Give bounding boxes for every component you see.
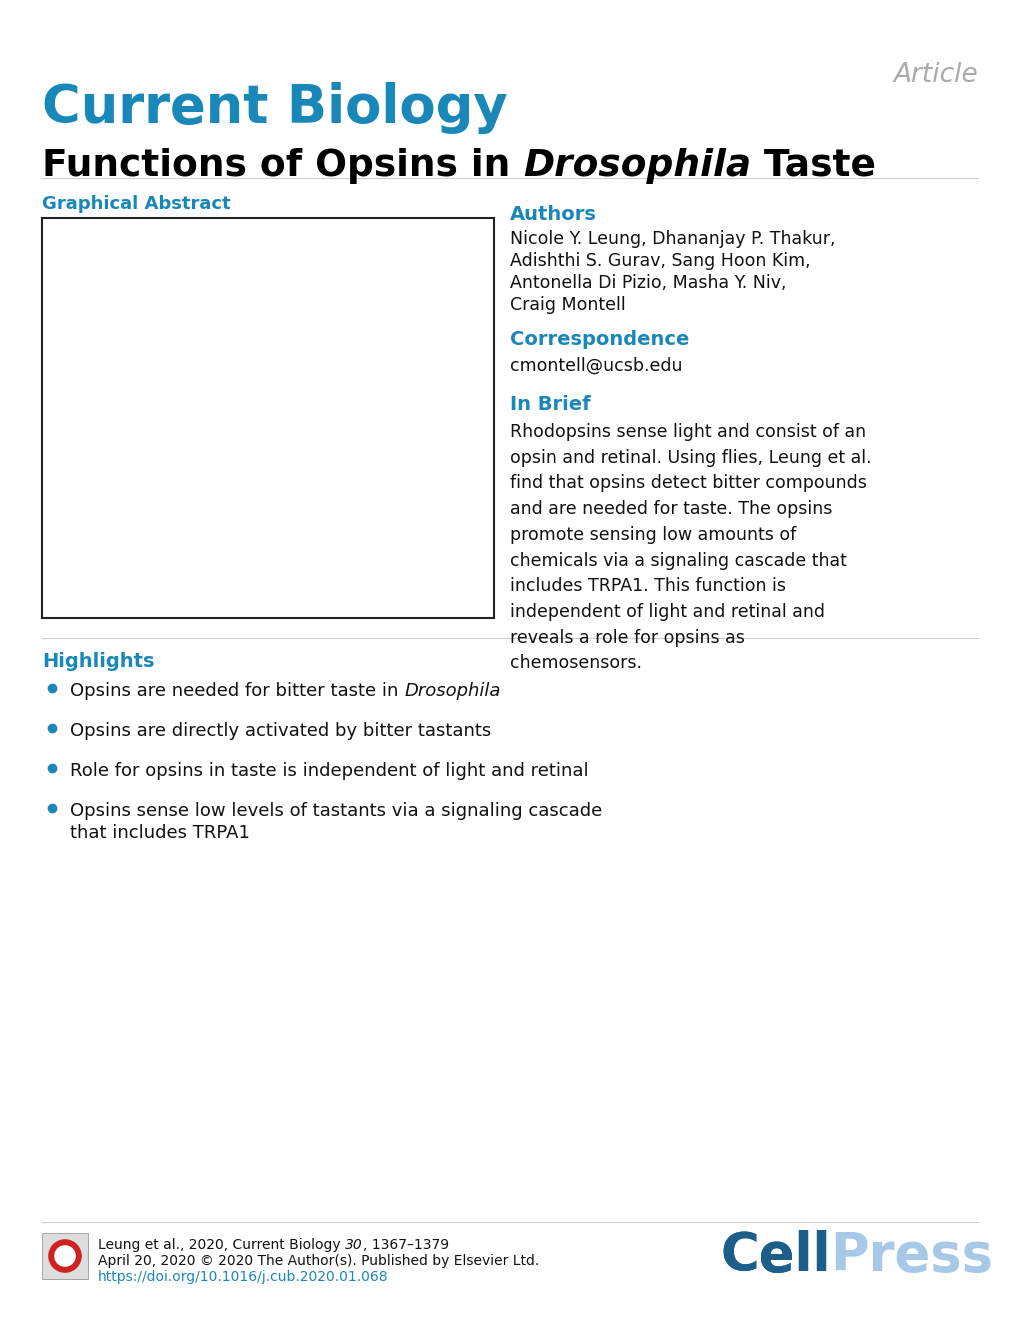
Text: In Brief: In Brief <box>510 395 590 414</box>
Circle shape <box>55 1246 75 1266</box>
Text: Functions of Opsins in: Functions of Opsins in <box>42 148 523 184</box>
Text: https://doi.org/10.1016/j.cub.2020.01.068: https://doi.org/10.1016/j.cub.2020.01.06… <box>98 1270 388 1284</box>
Text: Adishthi S. Gurav, Sang Hoon Kim,: Adishthi S. Gurav, Sang Hoon Kim, <box>510 252 810 270</box>
Text: Authors: Authors <box>510 205 596 224</box>
Text: 30: 30 <box>344 1238 363 1253</box>
Text: Cell: Cell <box>719 1230 829 1282</box>
Text: Correspondence: Correspondence <box>510 330 689 350</box>
Text: Drosophila: Drosophila <box>523 148 751 184</box>
Text: Drosophila: Drosophila <box>404 682 500 700</box>
Text: Leung et al., 2020, Current Biology: Leung et al., 2020, Current Biology <box>98 1238 344 1253</box>
Bar <box>42 218 493 618</box>
Text: , 1367–1379: , 1367–1379 <box>363 1238 448 1253</box>
Circle shape <box>49 1239 82 1272</box>
Text: Press: Press <box>829 1230 993 1282</box>
Text: April 20, 2020 © 2020 The Author(s). Published by Elsevier Ltd.: April 20, 2020 © 2020 The Author(s). Pub… <box>98 1254 539 1268</box>
Text: Opsins are directly activated by bitter tastants: Opsins are directly activated by bitter … <box>70 722 491 740</box>
Text: Highlights: Highlights <box>42 651 154 671</box>
Text: Opsins are needed for bitter taste in: Opsins are needed for bitter taste in <box>70 682 404 700</box>
Text: Article: Article <box>893 62 977 87</box>
Text: Graphical Abstract: Graphical Abstract <box>42 195 230 213</box>
Text: that includes TRPA1: that includes TRPA1 <box>70 824 250 842</box>
Text: Rhodopsins sense light and consist of an
opsin and retinal. Using flies, Leung e: Rhodopsins sense light and consist of an… <box>510 422 871 673</box>
Text: Opsins sense low levels of tastants via a signaling cascade: Opsins sense low levels of tastants via … <box>70 802 601 820</box>
Text: Antonella Di Pizio, Masha Y. Niv,: Antonella Di Pizio, Masha Y. Niv, <box>510 274 786 293</box>
Text: Taste: Taste <box>751 148 875 184</box>
Text: Current Biology: Current Biology <box>42 82 507 134</box>
Bar <box>42 1233 88 1279</box>
Text: cmontell@ucsb.edu: cmontell@ucsb.edu <box>510 357 682 375</box>
Text: Craig Montell: Craig Montell <box>510 297 625 314</box>
Text: Cell: Cell <box>719 1230 829 1282</box>
Text: Nicole Y. Leung, Dhananjay P. Thakur,: Nicole Y. Leung, Dhananjay P. Thakur, <box>510 230 835 248</box>
Text: Role for opsins in taste is independent of light and retinal: Role for opsins in taste is independent … <box>70 763 588 780</box>
